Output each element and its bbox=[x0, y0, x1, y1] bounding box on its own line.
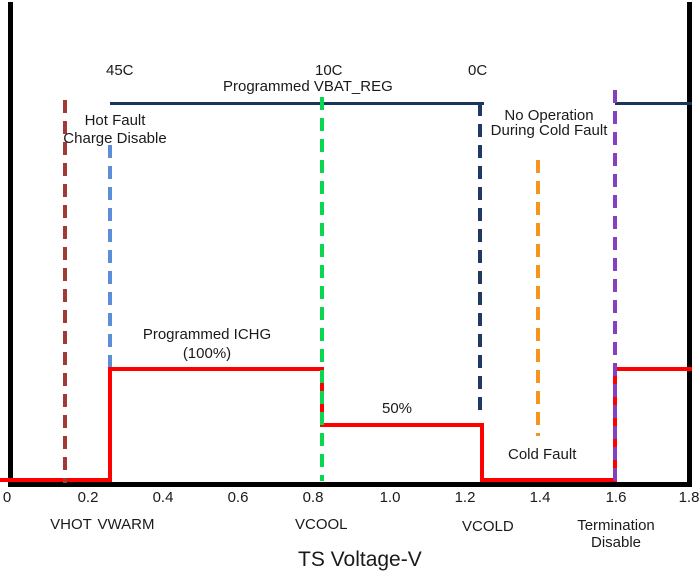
x-axis bbox=[8, 482, 692, 487]
vbat-reg-line-left bbox=[110, 102, 484, 105]
termination-text-line2: Disable bbox=[590, 534, 642, 551]
ichg-step-down-vcold bbox=[480, 423, 484, 482]
ichg-line-50-cool-cold bbox=[320, 423, 484, 427]
hot-fault-text-line2: Charge Disable bbox=[63, 130, 167, 147]
programmed-ichg-text-line1: Programmed ICHG bbox=[142, 326, 272, 343]
termination-disable-line bbox=[613, 90, 617, 482]
x-label-vcold: VCOLD bbox=[462, 518, 514, 535]
ichg-line-100-warm-cool bbox=[108, 367, 324, 371]
x-label-vwarm: VWARM bbox=[97, 516, 155, 533]
x-tick-1-2: 1.2 bbox=[454, 489, 476, 506]
vcool-threshold-line bbox=[320, 97, 324, 481]
ichg-line-zero-cold bbox=[480, 478, 617, 482]
ichg-line-100-termination bbox=[613, 367, 692, 371]
x-tick-1-0: 1.0 bbox=[379, 489, 401, 506]
annotation-programmed-ichg: Programmed ICHG (100%) bbox=[137, 325, 277, 363]
programmed-ichg-text-line2: (100%) bbox=[182, 345, 232, 362]
x-label-termination-disable: Termination Disable bbox=[566, 517, 666, 551]
x-axis-title: TS Voltage-V bbox=[298, 548, 422, 571]
x-tick-0: 0 bbox=[2, 489, 12, 506]
x-tick-0-6: 0.6 bbox=[227, 489, 249, 506]
x-tick-0-4: 0.4 bbox=[152, 489, 174, 506]
y-axis bbox=[8, 2, 13, 487]
label-vbat-reg: Programmed VBAT_REG bbox=[223, 78, 393, 95]
vcold-threshold-line bbox=[478, 103, 482, 410]
termination-text-line1: Termination bbox=[577, 517, 655, 534]
x-tick-1-8: 1.8 bbox=[678, 489, 700, 506]
vwarm-threshold-line bbox=[108, 145, 112, 367]
label-10c: 10C bbox=[315, 62, 343, 79]
x-tick-0-2: 0.2 bbox=[77, 489, 99, 506]
right-border bbox=[687, 2, 692, 487]
no-operation-text-line2: During Cold Fault bbox=[490, 122, 608, 139]
label-cold-fault: Cold Fault bbox=[508, 446, 577, 463]
x-tick-1-4: 1.4 bbox=[529, 489, 551, 506]
vbat-reg-line-right bbox=[615, 102, 692, 105]
label-45c: 45C bbox=[106, 62, 134, 79]
annotation-no-operation: No Operation During Cold Fault bbox=[487, 108, 611, 138]
annotation-hot-fault: Hot Fault Charge Disable bbox=[55, 112, 175, 148]
ichg-step-up-vwarm bbox=[108, 367, 112, 482]
hot-fault-text-line1: Hot Fault bbox=[84, 112, 146, 129]
x-label-vcool: VCOOL bbox=[295, 516, 348, 533]
label-0c: 0C bbox=[468, 62, 488, 79]
ichg-line-zero-left bbox=[0, 478, 112, 482]
x-tick-1-6: 1.6 bbox=[605, 489, 627, 506]
cold-fault-line bbox=[536, 160, 540, 436]
label-50-percent: 50% bbox=[382, 400, 413, 417]
x-tick-0-8: 0.8 bbox=[302, 489, 324, 506]
vhot-threshold-line bbox=[63, 100, 67, 483]
x-label-vhot: VHOT bbox=[50, 516, 92, 533]
no-operation-text-line1: No Operation bbox=[504, 107, 594, 124]
